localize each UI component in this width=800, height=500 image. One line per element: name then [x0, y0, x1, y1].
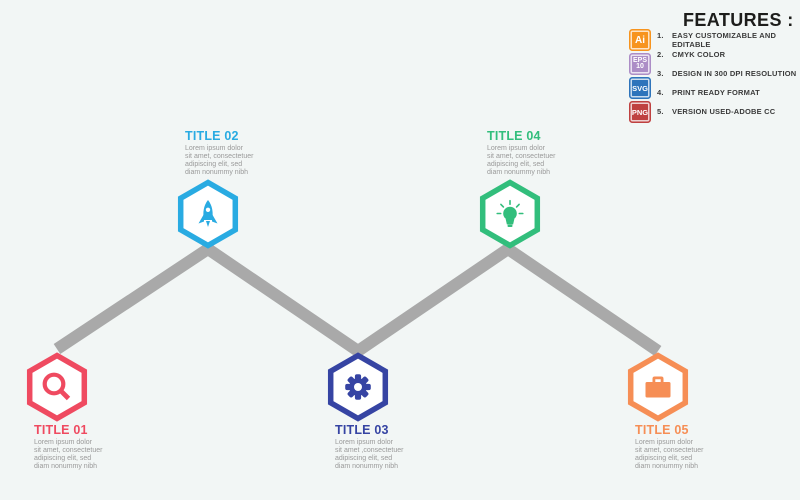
magnifier-icon [42, 372, 71, 401]
feature-label: CMYK COLOR [672, 50, 726, 59]
briefcase-icon [645, 376, 671, 398]
hexagon-shape [26, 352, 88, 422]
lightbulb-icon [496, 199, 524, 227]
timeline-item-desc: Lorem ipsum dolor sit amet ,consectetuer a… [335, 439, 404, 470]
hexagon-shape [479, 179, 541, 249]
feature-label: PRINT READY FORMAT [672, 88, 760, 97]
feature-number: 2. [657, 50, 664, 59]
feature-number: 5. [657, 107, 664, 116]
eps-file-icon: EPS 10 [629, 53, 651, 75]
timeline-item-desc: Lorem ipsum dolor sit amet, consectetuer a… [185, 145, 254, 176]
feature-number: 1. [657, 31, 664, 40]
timeline-item-02: TITLE 02 Lorem ipsum dolor sit amet, cons… [177, 129, 253, 249]
ai-file-icon: Ai [629, 29, 651, 51]
timeline-item-title: TITLE 03 [335, 423, 389, 437]
feature-item: 2. CMYK COLOR [657, 50, 800, 69]
timeline-item-desc: Lorem ipsum dolor sit amet, consectetuer a… [487, 145, 556, 176]
timeline-item-03: TITLE 03 Lorem ipsum dolor sit amet ,cons… [327, 352, 403, 471]
hexagon-shape [177, 179, 239, 249]
feature-item: 3. DESIGN IN 300 DPI RESOLUTION [657, 69, 800, 88]
feature-label: VERSION USED-ADOBE CC [672, 107, 776, 116]
timeline-item-title: TITLE 05 [635, 423, 689, 437]
feature-number: 3. [657, 69, 664, 78]
feature-label: EASY CUSTOMIZABLE AND EDITABLE [672, 31, 777, 49]
features-title: FEATURES : [683, 10, 794, 30]
feature-item: 1. EASY CUSTOMIZABLE AND EDITABLE [657, 31, 800, 50]
timeline-item-04: TITLE 04 Lorem ipsum dolor sit amet, cons… [479, 129, 555, 249]
features-list: 1. EASY CUSTOMIZABLE AND EDITABLE 2. CMYK … [657, 31, 800, 126]
svg-file-icon: SVG [629, 77, 651, 99]
timeline-item-title: TITLE 01 [34, 423, 88, 437]
feature-label: DESIGN IN 300 DPI RESOLUTION [672, 69, 797, 78]
timeline-item-desc: Lorem ipsum dolor sit amet, consectetuer a… [635, 439, 704, 470]
png-file-icon: PNG [629, 101, 651, 123]
feature-number: 4. [657, 88, 664, 97]
rocket-icon [198, 200, 218, 227]
timeline-item-05: TITLE 05 Lorem ipsum dolor sit amet, cons… [627, 352, 703, 471]
timeline-item-title: TITLE 04 [487, 129, 541, 143]
file-format-badges: Ai EPS 10 SVG PNG [629, 29, 651, 123]
timeline-item-title: TITLE 02 [185, 129, 239, 143]
feature-item: 5. VERSION USED-ADOBE CC [657, 107, 800, 126]
timeline-item-desc: Lorem ipsum dolor sit amet, consectetuer a… [34, 439, 103, 470]
hexagon-shape [327, 352, 389, 422]
feature-item: 4. PRINT READY FORMAT [657, 88, 800, 107]
hexagon-shape [627, 352, 689, 422]
timeline-item-01: TITLE 01 Lorem ipsum dolor sit amet, cons… [26, 352, 102, 471]
gear-icon [345, 374, 371, 400]
